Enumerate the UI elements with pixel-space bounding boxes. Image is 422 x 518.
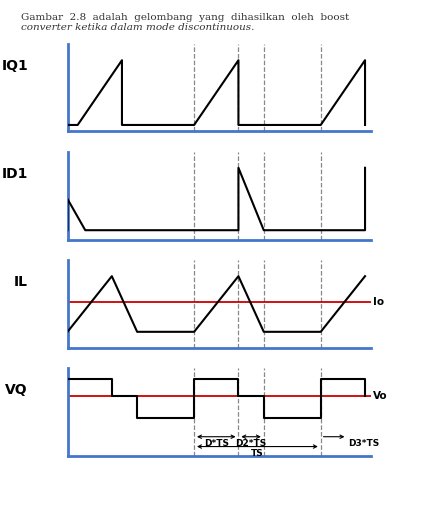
Text: ID1: ID1 — [2, 167, 28, 181]
Text: Vo: Vo — [373, 391, 387, 401]
Text: D*TS: D*TS — [204, 439, 229, 448]
Text: IQ1: IQ1 — [1, 59, 28, 73]
Text: IL: IL — [14, 275, 28, 289]
Text: D2*TS: D2*TS — [235, 439, 267, 448]
Text: Io: Io — [373, 297, 384, 307]
Text: VQ: VQ — [5, 383, 28, 397]
Text: D3*TS: D3*TS — [349, 439, 380, 448]
Text: TS: TS — [251, 449, 264, 458]
Text: Gambar  2.8  adalah  gelombang  yang  dihasilkan  oleh  boost: Gambar 2.8 adalah gelombang yang dihasil… — [21, 13, 349, 22]
Text: converter ketika dalam mode discontinuous.: converter ketika dalam mode discontinuou… — [21, 23, 254, 32]
